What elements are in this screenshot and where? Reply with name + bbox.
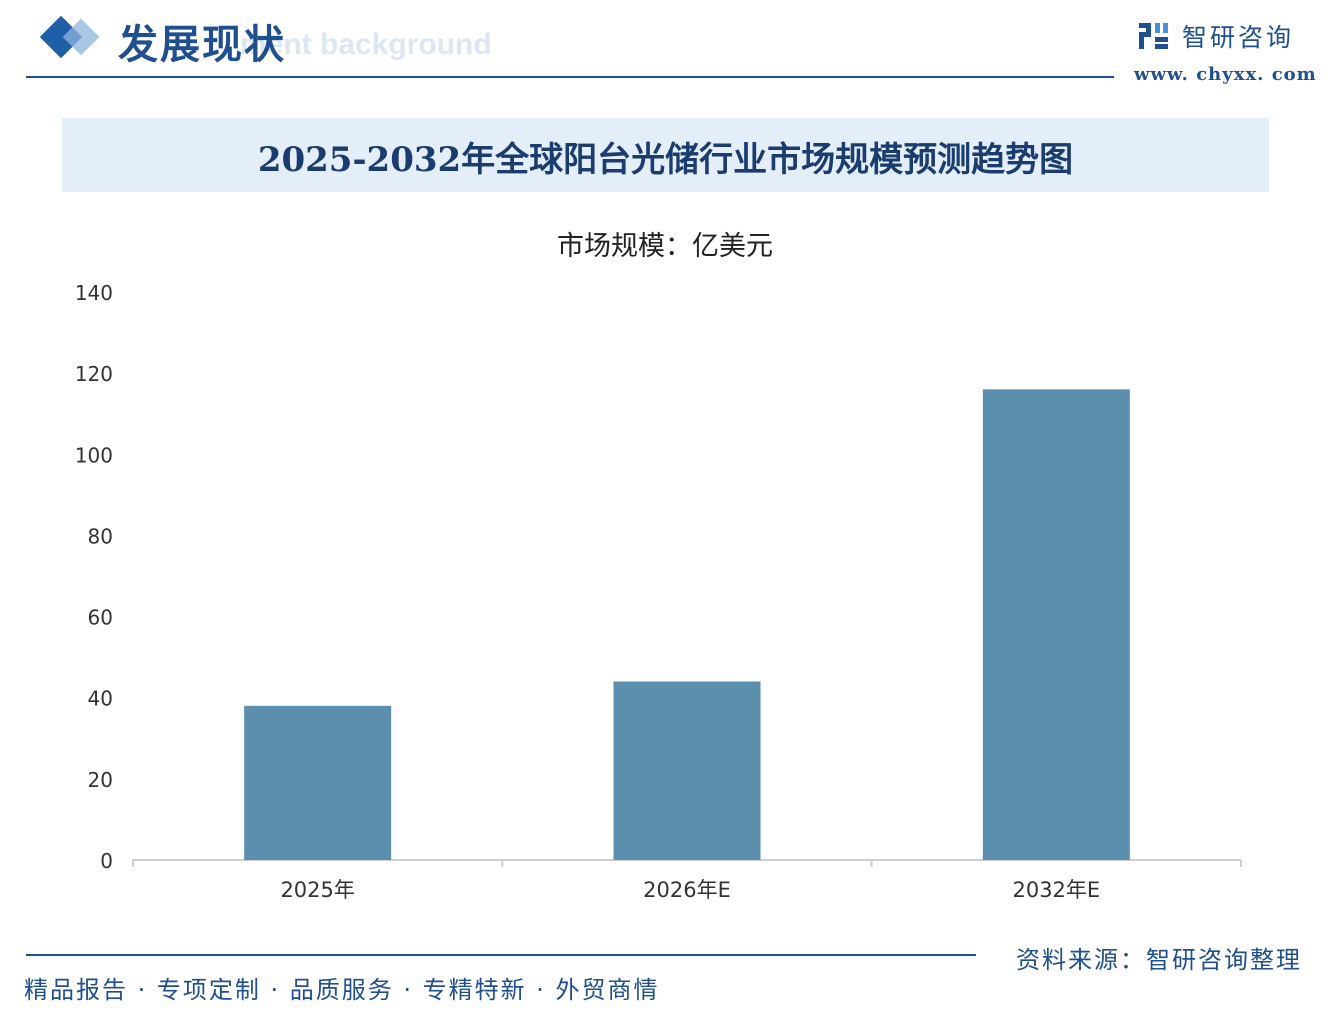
footer-source: 资料来源：智研咨询整理 [1016,946,1302,974]
bar [982,389,1130,860]
footer-divider [26,954,976,956]
bar [244,705,392,860]
bar [613,681,761,860]
chart-title: 2025-2032年全球阳台光储行业市场规模预测趋势图 [257,140,1074,180]
footer-tagline: 精品报告 · 专项定制 · 品质服务 · 专精特新 · 外贸商情 [24,976,660,1004]
brand-name: 智研咨询 [1182,23,1295,52]
y-tick-label: 100 [75,443,113,467]
section-title: 发展现状 [118,21,286,68]
x-tick-label: 2026年E [643,878,731,902]
x-tick-label: 2032年E [1012,878,1100,902]
y-tick-label: 60 [88,606,113,630]
y-tick-label: 40 [88,687,113,711]
x-tick-label: 2025年 [280,878,354,902]
chart-unit-label: 市场规模：亿美元 [557,231,773,262]
section-subtitle: ment background [240,28,492,61]
y-tick-label: 80 [88,524,113,548]
header-divider [26,76,1114,78]
bar-chart: 0 20 40 60 80 100 120 140 2025年 2026年E 2032年E [75,281,1242,902]
chart-title-band: 2025-2032年全球阳台光储行业市场规模预测趋势图 [62,118,1269,192]
brand-url: www. chyxx. com [1134,64,1317,85]
y-tick-label: 0 [100,849,113,873]
y-tick-label: 120 [75,362,113,386]
y-tick-label: 20 [88,768,113,792]
y-tick-label: 140 [75,281,113,305]
header: ment background 发展现状 智研咨询 www. chyxx. co… [0,0,1330,90]
brand-logo-icon [1139,23,1168,49]
